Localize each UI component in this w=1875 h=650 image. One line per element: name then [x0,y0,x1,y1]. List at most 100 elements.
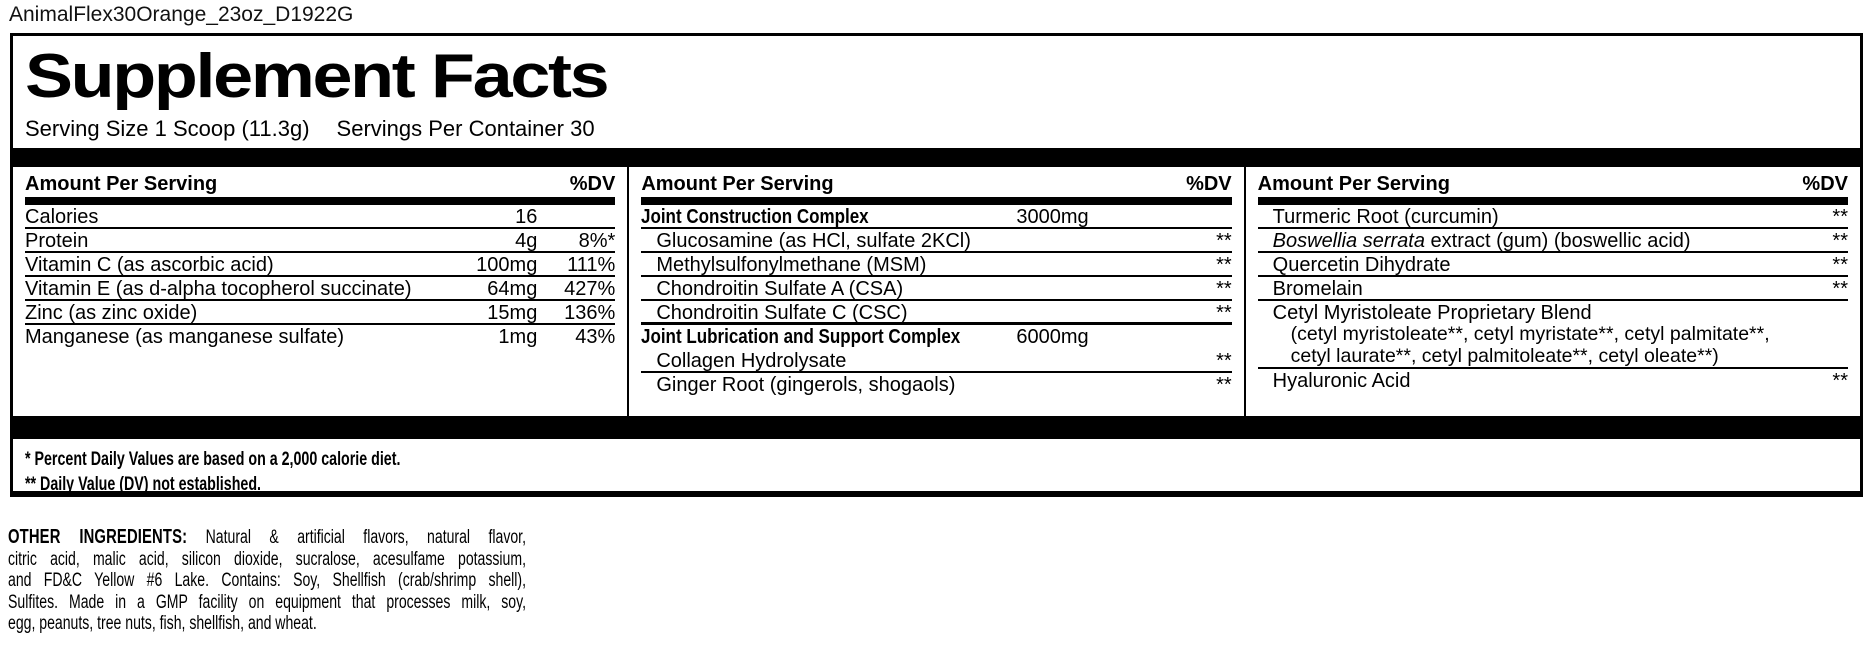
nutrient-column-3: Amount Per Serving %DV Turmeric Root (cu… [1246,167,1860,416]
filename-label: AnimalFlex30Orange_23oz_D1922G [9,3,354,26]
footnotes: * Percent Daily Values are based on a 2,… [25,447,700,495]
other-ingredients: OTHER INGREDIENTS: Natural & artificial … [8,526,526,635]
dv-value: ** [1832,370,1848,392]
complex-name: Joint Construction Complex [641,207,909,228]
complex-row: Joint Construction Complex 3000mg [641,205,1232,229]
nutrient-row: Collagen Hydrolysate ** [641,349,1232,373]
nutrient-name: Methylsulfonylmethane (MSM) [656,254,927,276]
dv-value: 427% [564,278,616,300]
nutrient-name: Chondroitin Sulfate C (CSC) [656,302,908,324]
nutrient-row-blend: Cetyl Myristoleate Proprietary Blend (ce… [1257,301,1848,369]
column-header: Amount Per Serving %DV [641,167,1231,197]
nutrient-name: Hyaluronic Acid [1272,370,1411,392]
complex-name-text: Joint Construction Complex [641,206,869,228]
separator-bar-thin [25,197,616,205]
nutrient-row: Chondroitin Sulfate A (CSA) ** [641,277,1232,301]
dv-value: ** [1832,254,1848,276]
separator-bar-bottom [13,416,1860,439]
other-ingredients-line: egg, peanuts, tree nuts, fish, shellfish… [8,613,317,634]
nutrient-row: Vitamin E (as d-alpha tocopherol succina… [25,277,616,301]
column-header-amount: Amount Per Serving [1257,173,1450,195]
nutrient-name: Protein [25,230,89,252]
servings-per-container: Servings Per Container 30 [336,116,595,141]
blend-sub-line: cetyl laurate**, cetyl palmitoleate**, c… [1290,344,1719,367]
column-header: Amount Per Serving %DV [1258,167,1848,197]
footnote-dv-not-established: ** Daily Value (DV) not established. [25,474,261,495]
complex-name-text: Joint Lubrication and Support Complex [641,326,961,348]
nutrient-row: Zinc (as zinc oxide) 15mg 136% [25,301,616,325]
nutrient-row: Bromelain ** [1257,277,1848,301]
nutrient-row: Protein 4g 8%* [25,229,616,253]
blend-name: Cetyl Myristoleate Proprietary Blend [1272,302,1592,324]
nutrient-name: Manganese (as manganese sulfate) [25,326,345,348]
column-header-dv: %DV [1186,173,1232,195]
column-header-dv: %DV [569,173,616,195]
nutrient-row: Quercetin Dihydrate ** [1257,253,1848,277]
nutrient-name: Ginger Root (gingerols, shogaols) [656,374,956,396]
nutrient-name: Bromelain [1272,278,1363,300]
dv-value: 136% [564,302,616,324]
panel-title: Supplement Facts [25,42,610,111]
supplement-facts-panel: Supplement Facts Serving Size 1 Scoop (1… [10,33,1863,497]
nutrient-name: Quercetin Dihydrate [1272,254,1451,276]
complex-name: Joint Lubrication and Support Complex [641,327,1017,348]
nutrient-row: Turmeric Root (curcumin) ** [1257,205,1848,229]
nutrient-columns: Amount Per Serving %DV Calories 16 Prote… [13,167,1860,416]
nutrient-row: Ginger Root (gingerols, shogaols) ** [641,373,1231,397]
nutrient-column-1: Amount Per Serving %DV Calories 16 Prote… [13,167,627,416]
separator-bar-thin [641,197,1232,205]
other-ingredients-line: citric acid, malic acid, silicon dioxide… [8,548,526,570]
dv-value: 111% [567,254,616,276]
nutrient-column-2: Amount Per Serving %DV Joint Constructio… [627,167,1246,416]
amount-value: 4g [515,230,538,252]
serving-info: Serving Size 1 Scoop (11.3g) Servings Per… [25,116,1860,142]
nutrient-name: Cetyl Myristoleate Proprietary Blend (ce… [1273,303,1770,367]
amount-value: 3000mg [1016,206,1089,228]
nutrient-name: Zinc (as zinc oxide) [25,302,198,324]
column-header: Amount Per Serving %DV [25,167,615,197]
dv-value: ** [1216,350,1232,372]
column-header-dv: %DV [1802,173,1848,195]
separator-bar-top [13,148,1860,167]
nutrient-row: Boswellia serrata extract (gum) (boswell… [1257,229,1848,253]
serving-size: Serving Size 1 Scoop (11.3g) [25,116,310,141]
blend-sub-line: (cetyl myristoleate**, cetyl myristate**… [1290,323,1770,345]
amount-value: 15mg [487,302,538,324]
nutrient-row: Calories 16 [25,205,616,229]
other-ingredients-text: Natural & artificial flavors, natural fl… [205,527,526,548]
nutrient-name: Boswellia serrata extract (gum) (boswell… [1273,231,1691,252]
dv-value: ** [1832,206,1848,228]
column-header-amount: Amount Per Serving [25,173,218,195]
other-ingredients-label: OTHER INGREDIENTS: [8,526,188,548]
separator-bar-thin [1257,197,1848,205]
other-ingredients-line: and FD&C Yellow #6 Lake. Contains: Soy, … [8,570,526,591]
dv-value: ** [1216,278,1232,300]
dv-value: ** [1216,302,1232,324]
nutrient-row: Glucosamine (as HCl, sulfate 2KCl) ** [641,229,1232,253]
nutrient-row: Vitamin C (as ascorbic acid) 100mg 111% [25,253,616,277]
dv-value: 43% [575,326,616,348]
dv-value: ** [1832,230,1848,252]
other-ingredients-line: OTHER INGREDIENTS: Natural & artificial … [8,526,526,549]
nutrient-name: Calories [25,206,99,228]
nutrient-row: Chondroitin Sulfate C (CSC) ** [641,301,1232,325]
nutrient-name: Vitamin C (as ascorbic acid) [25,254,274,276]
nutrient-row: Methylsulfonylmethane (MSM) ** [641,253,1232,277]
nutrient-row: Hyaluronic Acid ** [1258,369,1848,393]
nutrient-name: Glucosamine (as HCl, sulfate 2KCl) [656,230,971,252]
nutrient-name-italic: Boswellia serrata [1272,230,1425,252]
dv-value: ** [1216,230,1232,252]
footnote-daily-values: * Percent Daily Values are based on a 2,… [25,449,401,470]
complex-row: Joint Lubrication and Support Complex 60… [641,325,1231,349]
dv-value: 8%* [578,230,616,252]
dv-value: ** [1216,374,1232,396]
amount-value: 64mg [487,278,538,300]
amount-value: 6000mg [1016,326,1089,348]
nutrient-name: Vitamin E (as d-alpha tocopherol succina… [25,278,412,300]
dv-value: ** [1216,254,1232,276]
nutrient-row: Manganese (as manganese sulfate) 1mg 43% [25,325,615,349]
nutrient-name: Chondroitin Sulfate A (CSA) [656,278,904,300]
column-header-amount: Amount Per Serving [641,173,834,195]
amount-value: 16 [515,206,538,228]
nutrient-name: Turmeric Root (curcumin) [1272,206,1499,228]
